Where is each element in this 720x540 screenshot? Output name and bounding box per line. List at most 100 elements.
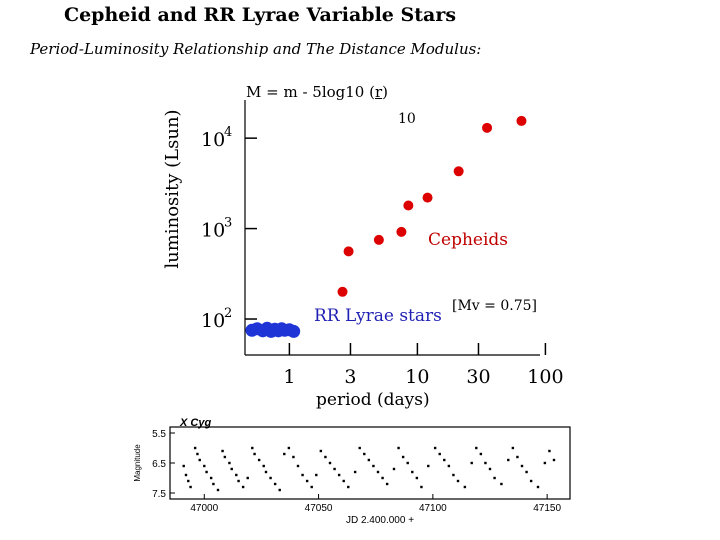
- light-curve-point: [367, 458, 371, 462]
- light-curve-point: [205, 470, 208, 474]
- light-curve-point: [488, 467, 492, 471]
- light-curve-point: [251, 446, 254, 450]
- x-tick-label: 100: [527, 366, 563, 388]
- light-curve-point: [438, 452, 441, 456]
- light-curve-point: [262, 464, 265, 468]
- light-curve-point: [463, 485, 467, 489]
- light-curve-point: [456, 479, 460, 483]
- light-curve-point: [337, 473, 341, 477]
- light-curve-point: [193, 446, 197, 450]
- light-curve-point: [221, 449, 224, 453]
- light-curve-point: [392, 467, 396, 471]
- light-curve-point: [246, 476, 249, 480]
- light-curve-point: [525, 470, 528, 474]
- y-tick-exponent: 4: [224, 125, 232, 140]
- mv-annotation: [Mv = 0.75]: [452, 298, 537, 314]
- light-curve-point: [292, 455, 295, 459]
- light-curve-point: [347, 485, 350, 489]
- cepheid-point: [337, 286, 348, 297]
- light-curve-point: [187, 479, 190, 483]
- light-curve-point: [529, 479, 533, 483]
- formula-end: ): [382, 83, 389, 101]
- light-curve-point: [406, 461, 409, 465]
- light-curve-point: [287, 446, 291, 450]
- light-curve-point: [420, 485, 423, 489]
- formula-superscript: 10: [398, 111, 416, 127]
- light-curve-point: [209, 476, 213, 480]
- light-curve-point: [269, 476, 272, 480]
- lc-x-tick-label: 47050: [305, 503, 333, 514]
- y-tick-label: 10: [201, 220, 225, 242]
- lc-x-tick-label: 47100: [419, 503, 447, 514]
- distance-modulus-formula: M = m - 5log10 (r): [246, 83, 388, 101]
- light-curve-point: [342, 479, 345, 483]
- light-curve-point: [447, 464, 451, 468]
- light-curve-point: [273, 482, 277, 486]
- light-curve-point: [401, 455, 405, 459]
- light-curve-point: [385, 482, 389, 486]
- cepheid-point: [396, 226, 407, 237]
- x-cyg-light-curve: X Cyg 5.5 6.5 7.5 47000 47050 47100 47150 Magnit…: [133, 417, 571, 526]
- y-axis-label: luminosity (Lsun): [162, 109, 183, 269]
- light-curve-point: [315, 473, 318, 477]
- x-tick-label: 30: [466, 366, 490, 388]
- light-curve-point: [196, 452, 199, 456]
- cepheid-point: [373, 234, 384, 245]
- light-curve-point: [319, 449, 323, 453]
- light-curve-point: [500, 482, 503, 486]
- light-curve-point: [324, 455, 327, 459]
- light-curve-title: X Cyg: [179, 417, 211, 429]
- light-curve-point: [543, 461, 547, 465]
- light-curve-point: [415, 476, 419, 480]
- light-curve-point: [301, 473, 304, 477]
- light-curve-point: [257, 458, 261, 462]
- light-curve-point: [475, 446, 478, 450]
- light-curve-point: [253, 452, 256, 456]
- cepheid-point: [482, 122, 493, 133]
- lc-x-tick-label: 47150: [533, 503, 561, 514]
- light-curve-point: [433, 446, 437, 450]
- light-curve-point: [427, 464, 430, 468]
- light-curve-point: [520, 464, 524, 468]
- lc-y-tick-label: 6.5: [152, 459, 166, 470]
- light-curve-point: [203, 464, 206, 468]
- light-curve-point: [411, 470, 414, 474]
- light-curve-point: [305, 479, 309, 483]
- cepheid-point: [453, 166, 464, 177]
- light-curve-point: [189, 485, 192, 489]
- light-curve-point: [264, 470, 268, 474]
- light-curve-point: [310, 485, 313, 489]
- page-subtitle: Period-Luminosity Relationship and The D…: [30, 40, 482, 58]
- x-tick-label: 3: [344, 366, 356, 388]
- y-tick-label: 10: [201, 310, 225, 332]
- light-curve-point: [479, 452, 483, 456]
- light-curve-point: [328, 461, 332, 465]
- light-curve-point: [296, 464, 300, 468]
- light-curve-point: [212, 482, 215, 486]
- cepheid-point: [343, 246, 354, 257]
- light-curve-point: [516, 455, 519, 459]
- x-tick-label: 10: [405, 366, 429, 388]
- light-curve-point: [198, 458, 201, 462]
- lc-y-axis-label: Magnitude: [133, 444, 142, 482]
- rr-lyrae-point: [287, 324, 301, 338]
- light-curve-point: [230, 467, 233, 471]
- light-curve-point: [228, 461, 231, 465]
- cepheid-point: [403, 200, 414, 211]
- light-curve-point: [278, 488, 281, 492]
- light-curve-point: [363, 452, 366, 456]
- light-curve-point: [216, 488, 220, 492]
- light-curve-point: [511, 446, 515, 450]
- light-curve-point: [182, 464, 185, 468]
- light-curve-point: [548, 449, 551, 453]
- cepheid-point: [516, 115, 527, 126]
- cepheids-label: Cepheids: [428, 230, 509, 250]
- light-curve-point: [241, 485, 245, 489]
- light-curve-point: [353, 470, 357, 474]
- light-curve-point: [358, 446, 361, 450]
- light-curve-point: [283, 452, 286, 456]
- x-axis-label: period (days): [316, 390, 430, 410]
- light-curve-point: [223, 455, 227, 459]
- light-curve-point: [507, 458, 510, 462]
